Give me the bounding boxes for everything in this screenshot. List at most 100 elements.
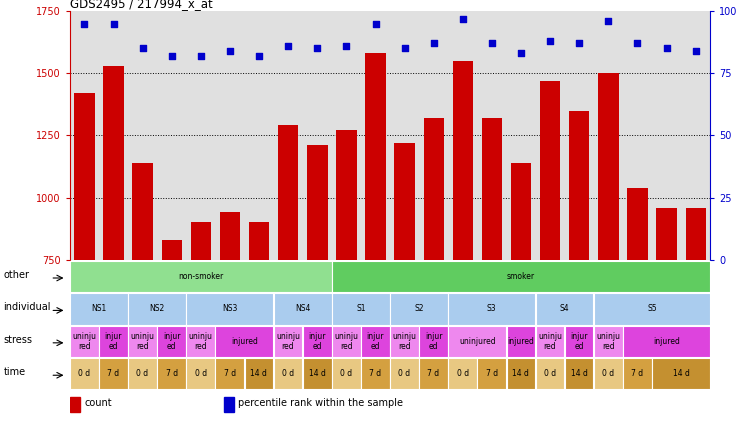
Bar bbox=[511, 163, 531, 260]
Text: injured: injured bbox=[653, 337, 680, 346]
Bar bbox=[540, 81, 560, 260]
Point bbox=[457, 15, 469, 22]
Text: 7 d: 7 d bbox=[486, 369, 498, 378]
Text: injur
ed: injur ed bbox=[308, 332, 326, 351]
Text: injur
ed: injur ed bbox=[163, 332, 180, 351]
Point bbox=[283, 42, 294, 49]
Point bbox=[603, 17, 615, 24]
Text: uninju
red: uninju red bbox=[538, 332, 562, 351]
Point bbox=[166, 52, 177, 59]
Text: NS3: NS3 bbox=[222, 304, 238, 313]
Bar bbox=[224, 397, 234, 412]
Bar bbox=[453, 61, 473, 260]
Bar bbox=[365, 53, 386, 260]
Text: uninju
red: uninju red bbox=[276, 332, 300, 351]
Bar bbox=[627, 188, 648, 260]
Text: uninjured: uninjured bbox=[459, 337, 495, 346]
Point bbox=[79, 20, 91, 27]
Point bbox=[341, 42, 353, 49]
Point bbox=[631, 40, 643, 47]
Text: injur
ed: injur ed bbox=[105, 332, 122, 351]
Point bbox=[661, 45, 673, 52]
Text: percentile rank within the sample: percentile rank within the sample bbox=[238, 398, 403, 408]
Text: NS4: NS4 bbox=[295, 304, 311, 313]
Text: count: count bbox=[84, 398, 112, 408]
Bar bbox=[394, 143, 415, 260]
Text: S1: S1 bbox=[356, 304, 366, 313]
Text: 0 d: 0 d bbox=[194, 369, 207, 378]
Point bbox=[311, 45, 323, 52]
Text: uninju
red: uninju red bbox=[72, 332, 96, 351]
Point bbox=[224, 48, 236, 55]
Text: uninju
red: uninju red bbox=[596, 332, 620, 351]
Bar bbox=[70, 397, 80, 412]
Point bbox=[137, 45, 149, 52]
Point bbox=[399, 45, 411, 52]
Point bbox=[195, 52, 207, 59]
Text: NS1: NS1 bbox=[91, 304, 107, 313]
Text: other: other bbox=[4, 270, 29, 280]
Bar bbox=[336, 131, 357, 260]
Bar bbox=[162, 240, 182, 260]
Bar bbox=[103, 66, 124, 260]
Point bbox=[515, 50, 527, 57]
Text: 7 d: 7 d bbox=[428, 369, 439, 378]
Text: 7 d: 7 d bbox=[166, 369, 177, 378]
Text: individual: individual bbox=[4, 302, 51, 312]
Text: time: time bbox=[4, 367, 26, 377]
Text: 0 d: 0 d bbox=[456, 369, 469, 378]
Text: S2: S2 bbox=[414, 304, 424, 313]
Bar bbox=[657, 207, 677, 260]
Text: 14 d: 14 d bbox=[512, 369, 529, 378]
Text: 14 d: 14 d bbox=[250, 369, 267, 378]
Text: injur
ed: injur ed bbox=[425, 332, 442, 351]
Bar bbox=[307, 145, 328, 260]
Text: uninju
red: uninju red bbox=[334, 332, 358, 351]
Text: 14 d: 14 d bbox=[308, 369, 325, 378]
Bar bbox=[423, 118, 444, 260]
Bar bbox=[278, 126, 298, 260]
Text: smoker: smoker bbox=[507, 272, 535, 281]
Text: 0 d: 0 d bbox=[602, 369, 615, 378]
Bar bbox=[685, 207, 706, 260]
Bar bbox=[132, 163, 153, 260]
Text: S3: S3 bbox=[487, 304, 497, 313]
Text: 7 d: 7 d bbox=[631, 369, 643, 378]
Text: 14 d: 14 d bbox=[570, 369, 587, 378]
Bar bbox=[191, 222, 211, 260]
Text: 0 d: 0 d bbox=[282, 369, 294, 378]
Point bbox=[486, 40, 498, 47]
Bar bbox=[569, 111, 590, 260]
Text: uninju
red: uninju red bbox=[130, 332, 155, 351]
Point bbox=[573, 40, 585, 47]
Text: S5: S5 bbox=[647, 304, 657, 313]
Bar bbox=[249, 222, 269, 260]
Text: 0 d: 0 d bbox=[340, 369, 353, 378]
Text: non-smoker: non-smoker bbox=[178, 272, 223, 281]
Text: stress: stress bbox=[4, 335, 32, 345]
Text: uninju
red: uninju red bbox=[188, 332, 213, 351]
Text: 7 d: 7 d bbox=[224, 369, 236, 378]
Text: S4: S4 bbox=[559, 304, 570, 313]
Bar bbox=[482, 118, 502, 260]
Bar bbox=[598, 73, 618, 260]
Bar bbox=[220, 213, 240, 260]
Text: uninju
red: uninju red bbox=[392, 332, 417, 351]
Text: 7 d: 7 d bbox=[107, 369, 119, 378]
Point bbox=[690, 48, 701, 55]
Text: GDS2495 / 217994_x_at: GDS2495 / 217994_x_at bbox=[70, 0, 213, 10]
Text: injured: injured bbox=[507, 337, 534, 346]
Text: 7 d: 7 d bbox=[369, 369, 381, 378]
Text: 0 d: 0 d bbox=[136, 369, 149, 378]
Point bbox=[545, 37, 556, 44]
Point bbox=[428, 40, 439, 47]
Text: 0 d: 0 d bbox=[544, 369, 556, 378]
Bar bbox=[74, 93, 95, 260]
Text: 0 d: 0 d bbox=[398, 369, 411, 378]
Text: injur
ed: injur ed bbox=[570, 332, 588, 351]
Text: injured: injured bbox=[231, 337, 258, 346]
Text: injur
ed: injur ed bbox=[367, 332, 384, 351]
Point bbox=[253, 52, 265, 59]
Text: 14 d: 14 d bbox=[673, 369, 690, 378]
Text: 0 d: 0 d bbox=[78, 369, 91, 378]
